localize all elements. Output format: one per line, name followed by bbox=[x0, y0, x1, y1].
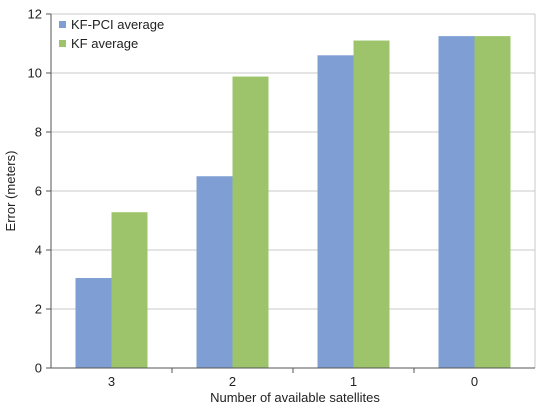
y-tick-label: 0 bbox=[35, 361, 42, 376]
bar-kf-pci-average-3 bbox=[75, 278, 112, 368]
bar-kf-pci-average-2 bbox=[196, 176, 233, 368]
bar-kf-pci-average-1 bbox=[317, 55, 354, 369]
legend-background bbox=[55, 17, 173, 57]
y-tick-label: 6 bbox=[35, 184, 42, 199]
legend: KF-PCI average KF average bbox=[55, 17, 173, 57]
bar-kf-average-3 bbox=[111, 212, 148, 368]
x-tick-label: 3 bbox=[108, 374, 115, 389]
legend-swatch bbox=[59, 40, 66, 47]
x-tick-label: 2 bbox=[229, 374, 236, 389]
y-tick-label: 12 bbox=[28, 7, 42, 22]
bar-kf-average-0 bbox=[474, 36, 511, 368]
legend-swatch bbox=[59, 21, 66, 28]
bar-kf-pci-average-0 bbox=[438, 36, 475, 368]
y-axis-title: Error (meters) bbox=[3, 151, 18, 232]
y-tick-label: 4 bbox=[35, 243, 42, 258]
legend-label: KF-PCI average bbox=[71, 17, 164, 32]
y-tick-label: 2 bbox=[35, 302, 42, 317]
legend-label: KF average bbox=[71, 36, 138, 51]
y-tick-label: 8 bbox=[35, 125, 42, 140]
bar-kf-average-1 bbox=[353, 40, 390, 369]
x-axis-title: Number of available satellites bbox=[210, 390, 380, 405]
x-tick-label: 0 bbox=[471, 374, 478, 389]
y-tick-label: 10 bbox=[28, 66, 42, 81]
bars bbox=[75, 36, 511, 369]
x-tick-label: 1 bbox=[350, 374, 357, 389]
bar-kf-average-2 bbox=[232, 76, 269, 368]
